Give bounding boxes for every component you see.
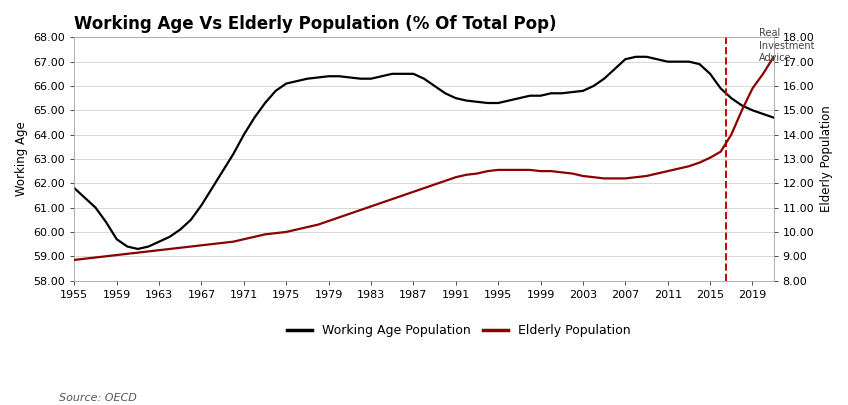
Legend: Working Age Population, Elderly Population: Working Age Population, Elderly Populati… [282, 320, 636, 343]
Text: Source: OECD: Source: OECD [59, 393, 137, 403]
Text: Working Age Vs Elderly Population (% Of Total Pop): Working Age Vs Elderly Population (% Of … [75, 15, 557, 33]
Y-axis label: Elderly Population: Elderly Population [820, 106, 833, 212]
Y-axis label: Working Age: Working Age [15, 122, 28, 196]
Text: Real
Investment
Advice: Real Investment Advice [759, 28, 814, 63]
